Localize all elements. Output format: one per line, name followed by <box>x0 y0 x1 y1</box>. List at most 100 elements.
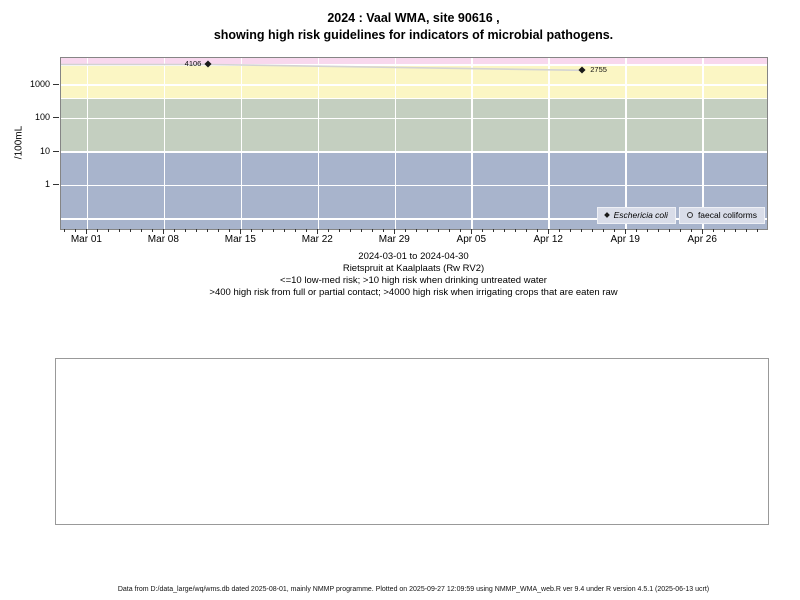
x-tick-major <box>86 229 88 234</box>
x-tick-minor <box>262 229 264 232</box>
x-tick-minor <box>273 229 275 232</box>
h-gridline <box>61 97 767 100</box>
x-tick-minor <box>493 229 495 232</box>
x-tick-minor <box>504 229 506 232</box>
y-tick-label: 100 <box>34 112 50 123</box>
risk-band <box>61 64 767 99</box>
h-gridline <box>61 218 767 220</box>
caption-station: Rietspruit at Kaalplaats (Rw RV2) <box>342 263 485 274</box>
x-tick-minor <box>526 229 528 232</box>
x-tick-minor <box>636 229 638 232</box>
y-tick-label: 1000 <box>29 78 50 89</box>
x-tick-minor <box>196 229 198 232</box>
y-tick <box>53 117 59 119</box>
x-tick-minor <box>339 229 341 232</box>
legend-entry-label: Eschericia coli <box>613 210 668 220</box>
risk-band <box>61 98 767 152</box>
chart-title: 2024 : Vaal WMA, site 90616 , showing hi… <box>26 10 800 44</box>
x-tick-major <box>548 229 550 234</box>
x-tick-minor <box>438 229 440 232</box>
v-gridline <box>394 58 397 229</box>
x-tick-minor <box>97 229 99 232</box>
chart-title-line2: showing high risk guidelines for indicat… <box>213 28 614 42</box>
x-tick-major <box>394 229 396 234</box>
x-tick-minor <box>185 229 187 232</box>
x-tick-minor <box>757 229 759 232</box>
x-tick-minor <box>592 229 594 232</box>
x-tick-minor <box>416 229 418 232</box>
v-gridline <box>548 58 551 229</box>
x-tick-major <box>240 229 242 234</box>
x-tick-major <box>317 229 319 234</box>
x-tick-label: Apr 26 <box>687 234 717 245</box>
v-gridline <box>163 58 166 229</box>
v-gridline <box>86 58 89 229</box>
x-tick-label: Mar 15 <box>224 234 256 245</box>
x-tick-minor <box>130 229 132 232</box>
x-tick-minor <box>515 229 517 232</box>
y-tick <box>53 184 59 186</box>
x-tick-minor <box>735 229 737 232</box>
v-gridline <box>702 58 704 229</box>
legend-entry: Eschericia coli <box>596 207 676 224</box>
x-tick-minor <box>64 229 66 232</box>
data-point-label: 4106 <box>184 59 202 69</box>
x-tick-minor <box>482 229 484 232</box>
legend-entry-label: faecal coliforms <box>697 210 757 220</box>
x-tick-minor <box>658 229 660 232</box>
x-tick-minor <box>603 229 605 232</box>
x-tick-minor <box>361 229 363 232</box>
x-tick-major <box>163 229 165 234</box>
v-gridline <box>240 58 243 229</box>
x-tick-major <box>702 229 704 234</box>
caption-period: 2024-03-01 to 2024-04-30 <box>358 251 469 262</box>
v-gridline <box>317 58 320 229</box>
x-tick-minor <box>306 229 308 232</box>
x-tick-minor <box>108 229 110 232</box>
x-tick-minor <box>680 229 682 232</box>
data-point-label: 2755 <box>590 65 607 75</box>
x-tick-minor <box>229 229 231 232</box>
x-tick-label: Apr 12 <box>533 234 563 245</box>
y-tick <box>53 150 59 152</box>
x-tick-minor <box>174 229 176 232</box>
h-gridline <box>61 151 767 153</box>
x-tick-label: Mar 01 <box>70 234 102 245</box>
x-tick-minor <box>383 229 385 232</box>
empty-panel <box>55 358 769 525</box>
series-line <box>61 63 583 72</box>
x-tick-minor <box>207 229 209 232</box>
x-tick-minor <box>284 229 286 232</box>
x-tick-minor <box>141 229 143 232</box>
h-gridline <box>61 117 767 120</box>
x-tick-minor <box>152 229 154 232</box>
y-tick-label: 10 <box>39 145 50 156</box>
risk-band <box>61 58 767 65</box>
x-tick-minor <box>427 229 429 232</box>
open-circle-icon <box>686 212 693 218</box>
x-tick-minor <box>570 229 572 232</box>
x-tick-minor <box>218 229 220 232</box>
y-tick <box>53 83 59 85</box>
x-tick-label: Mar 08 <box>147 234 179 245</box>
x-tick-minor <box>713 229 715 232</box>
filled-diamond-icon <box>603 212 610 218</box>
x-tick-minor <box>449 229 451 232</box>
x-tick-minor <box>647 229 649 232</box>
x-tick-label: Apr 05 <box>456 234 487 245</box>
x-tick-label: Apr 19 <box>610 234 640 245</box>
x-tick-minor <box>581 229 583 232</box>
x-tick-minor <box>669 229 671 232</box>
legend: Eschericia coli faecal coliforms <box>596 207 765 224</box>
legend-entry: faecal coliforms <box>678 207 765 224</box>
caption-risk-contact: >400 high risk from full or partial cont… <box>209 287 618 298</box>
x-tick-minor <box>405 229 407 232</box>
v-gridline <box>625 58 628 229</box>
caption-risk-drinking: <=10 low-med risk; >10 high risk when dr… <box>280 275 547 286</box>
x-tick-minor <box>614 229 616 232</box>
x-tick-minor <box>372 229 374 232</box>
h-gridline <box>61 64 767 66</box>
chart-title-line1: 2024 : Vaal WMA, site 90616 , <box>327 11 500 25</box>
x-tick-label: Mar 22 <box>301 234 333 245</box>
caption-block: 2024-03-01 to 2024-04-30 Rietspruit at K… <box>26 251 800 299</box>
